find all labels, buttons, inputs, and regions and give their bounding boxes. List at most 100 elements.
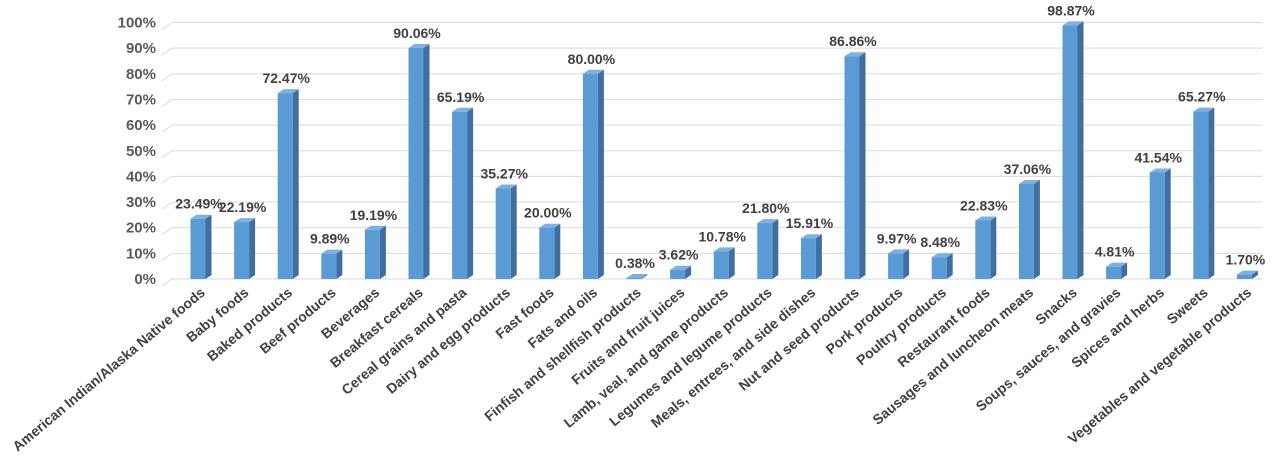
bar [539, 223, 561, 279]
bar-top [1018, 179, 1040, 184]
bar [321, 249, 343, 279]
data-label: 22.83% [960, 197, 1008, 213]
bar-front [670, 269, 686, 279]
bar-side [1077, 21, 1084, 280]
bar-side [859, 52, 866, 279]
bar [364, 225, 386, 279]
bar-side [946, 253, 953, 279]
bar-front [321, 253, 337, 279]
bar-front [277, 93, 293, 280]
data-label: 19.19% [350, 207, 398, 223]
bar [1149, 168, 1171, 279]
bar-front [1062, 25, 1078, 279]
bar-top [364, 225, 386, 230]
bar [888, 249, 910, 279]
bar-top [626, 274, 648, 279]
bar-side [467, 107, 474, 279]
bar-side [1033, 179, 1040, 279]
y-tick-label: 90% [126, 40, 156, 57]
bar-top [1193, 107, 1215, 112]
bar [670, 265, 692, 279]
bar-top [713, 247, 735, 252]
bar [495, 184, 517, 279]
bar-front [1106, 266, 1122, 279]
x-tick-label: American Indian/Alaska Native foods [9, 284, 208, 454]
data-label: 86.86% [829, 33, 877, 49]
bar-top [408, 43, 430, 48]
data-label: 35.27% [480, 166, 528, 182]
bar-front [1193, 111, 1209, 279]
bar-side [249, 218, 256, 279]
bar-side [641, 274, 648, 279]
bar-top [1062, 21, 1084, 26]
gridline-depth [161, 22, 173, 30]
data-label: 3.62% [659, 247, 699, 263]
bar [190, 214, 212, 279]
data-label: 23.49% [175, 196, 223, 212]
data-label: 41.54% [1134, 149, 1182, 165]
bar-top [495, 184, 517, 189]
bar [800, 234, 822, 279]
bar [1106, 262, 1128, 279]
data-label: 65.27% [1178, 89, 1226, 105]
x-tick-label: Beef products [256, 284, 339, 357]
bar-top [321, 249, 343, 254]
bar-front [582, 73, 598, 279]
data-label: 72.47% [262, 70, 310, 86]
data-label: 9.89% [310, 231, 350, 247]
gridline-depth [161, 201, 173, 210]
bar-top [582, 69, 604, 74]
bar-side [903, 249, 910, 279]
bar-front [1149, 172, 1165, 279]
y-tick-label: 80% [126, 66, 156, 83]
y-tick-label: 70% [126, 91, 156, 108]
bar-side [772, 219, 779, 279]
data-label: 20.00% [524, 205, 572, 221]
bar-side [554, 223, 561, 279]
bar-top [931, 253, 953, 258]
y-tick-label: 20% [126, 220, 156, 237]
bar-front [495, 188, 511, 279]
bar-side [379, 225, 386, 279]
y-tick-label: 10% [126, 245, 156, 262]
bar-side [597, 69, 604, 279]
bar [975, 216, 997, 279]
bar-top [452, 107, 474, 112]
data-label: 0.38% [615, 255, 655, 271]
bar-side [1251, 270, 1258, 279]
gridline-depth [161, 73, 173, 82]
bar-side [1208, 107, 1215, 279]
gridline-depth [161, 252, 173, 261]
bar-top [975, 216, 997, 221]
bar-top [234, 218, 256, 223]
bar [931, 253, 953, 279]
bar-front [190, 218, 206, 279]
bar-side [685, 265, 692, 279]
bars [190, 21, 1258, 280]
bar [713, 247, 735, 279]
bar-top [539, 223, 561, 228]
bar-top [1106, 262, 1128, 267]
bar [1062, 21, 1084, 280]
gridline-depth [161, 124, 173, 133]
bar-side [423, 43, 430, 280]
bar-top [1149, 168, 1171, 173]
data-label: 9.97% [877, 230, 917, 246]
bar [757, 219, 779, 279]
bar [844, 52, 866, 279]
bar-front [1018, 183, 1034, 279]
bar-side [815, 234, 822, 279]
gridline-depth [161, 227, 173, 236]
bar-front [1236, 274, 1252, 279]
data-label: 10.78% [698, 228, 746, 244]
y-tick-label: 100% [118, 15, 156, 32]
bar-front [234, 222, 250, 279]
y-tick-label: 0% [134, 271, 156, 288]
x-tick-label: Finfish and shellfish products [481, 284, 644, 424]
y-axis-ticks: 0% 10% 20% 30% 40% 50% 60% 70% 80% 90% 100% [118, 15, 156, 289]
bar-front [626, 278, 642, 279]
bar-front [931, 257, 947, 279]
gridline-depth [161, 150, 173, 159]
y-tick-label: 30% [126, 194, 156, 211]
